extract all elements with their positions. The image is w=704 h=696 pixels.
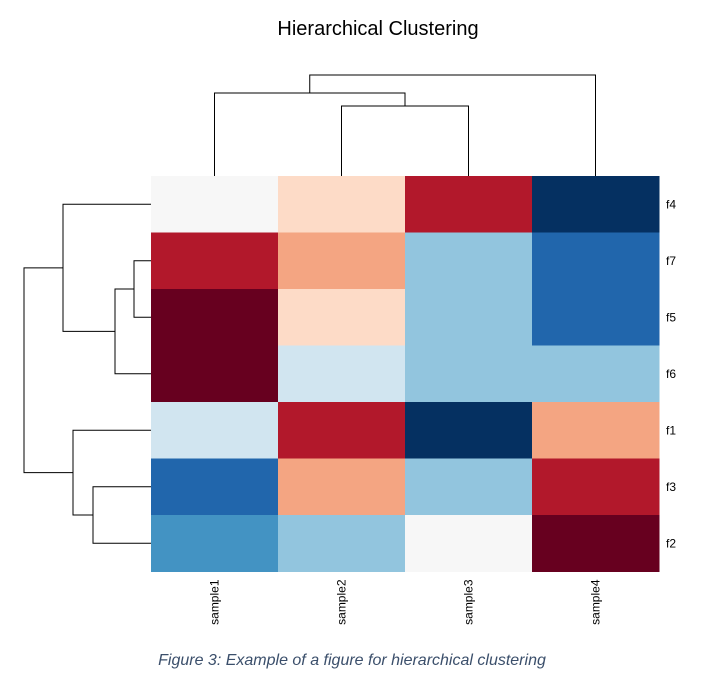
heatmap-cell-f2-sample2 [278, 515, 406, 572]
heatmap-cell-f7-sample4 [532, 232, 660, 290]
heatmap-cell-f6-sample2 [278, 345, 406, 403]
heatmap-cell-f4-sample1 [151, 176, 279, 233]
heatmap-cell-f5-sample1 [151, 289, 279, 346]
column-label: sample3 [462, 579, 476, 625]
dendrogram-branch [62, 203, 151, 332]
dendrogram-branch [72, 429, 151, 516]
heatmap-cell-f7-sample2 [278, 232, 406, 290]
heatmap-cell-f1-sample3 [405, 402, 533, 459]
dendrogram-branch [214, 92, 406, 176]
column-labels: sample1 sample2 sample3 sample4 [208, 579, 603, 625]
row-label: f2 [666, 536, 676, 550]
heatmap-cell-f6-sample4 [532, 345, 660, 403]
heatmap-cell-f5-sample4 [532, 289, 660, 346]
chart-title: Hierarchical Clustering [277, 18, 478, 40]
column-dendrogram [214, 74, 596, 176]
heatmap-cell-f4-sample3 [405, 176, 533, 233]
row-label: f1 [666, 423, 676, 437]
heatmap-cell-f3-sample2 [278, 458, 406, 516]
column-label: sample2 [335, 579, 349, 625]
dendrogram-branch [309, 74, 596, 176]
dendrogram-branch [341, 105, 469, 176]
row-label: f7 [666, 254, 676, 268]
heatmap-cell-f1-sample1 [151, 402, 279, 459]
heatmap-cell-f1-sample2 [278, 402, 406, 459]
figure-caption: Figure 3: Example of a figure for hierar… [158, 652, 546, 669]
heatmap-cell-f5-sample2 [278, 289, 406, 346]
heatmap-cell-f1-sample4 [532, 402, 660, 459]
column-label: sample1 [208, 579, 222, 625]
heatmap-cell-f5-sample3 [405, 289, 533, 346]
heatmap-cell-f3-sample1 [151, 458, 279, 516]
row-labels: f4 f7 f5 f6 f1 f3 f2 [666, 197, 676, 550]
heatmap-cell-f2-sample4 [532, 515, 660, 572]
heatmap-cell-f2-sample3 [405, 515, 533, 572]
dendrogram-branch [133, 260, 151, 318]
dendrogram-branch [23, 267, 73, 474]
row-label: f4 [666, 197, 676, 211]
heatmap-cell-f6-sample1 [151, 345, 279, 403]
heatmap-cell-f3-sample4 [532, 458, 660, 516]
row-label: f5 [666, 310, 676, 324]
dendrogram-branch [114, 288, 151, 375]
heatmap-cell-f4-sample2 [278, 176, 406, 233]
row-dendrogram [23, 203, 151, 544]
heatmap-cell-f4-sample4 [532, 176, 660, 233]
dendrogram-branch [92, 486, 151, 544]
heatmap-cell-f6-sample3 [405, 345, 533, 403]
column-label: sample4 [589, 579, 603, 625]
heatmap-cell-f7-sample3 [405, 232, 533, 290]
heatmap-grid [151, 176, 660, 572]
row-label: f3 [666, 480, 676, 494]
heatmap-cell-f7-sample1 [151, 232, 279, 290]
row-label: f6 [666, 367, 676, 381]
heatmap-cell-f3-sample3 [405, 458, 533, 516]
heatmap-cell-f2-sample1 [151, 515, 279, 572]
